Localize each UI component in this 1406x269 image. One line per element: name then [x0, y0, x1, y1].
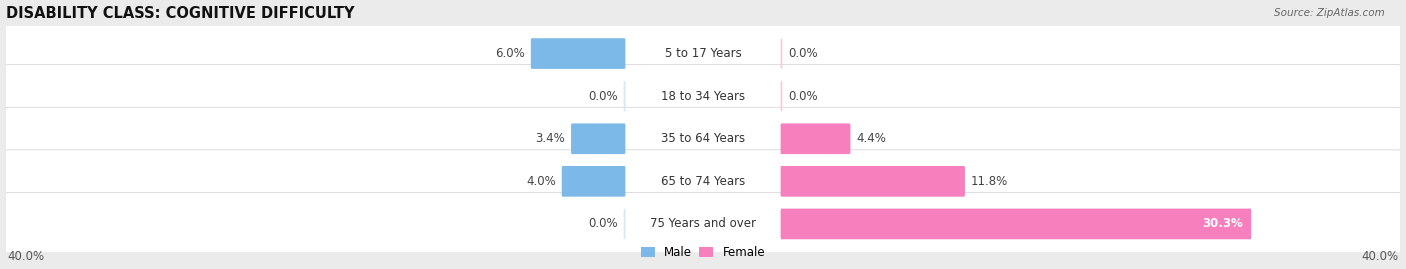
Text: 30.3%: 30.3%: [1202, 217, 1243, 231]
FancyBboxPatch shape: [4, 65, 1402, 128]
FancyBboxPatch shape: [780, 208, 1251, 239]
Text: 4.0%: 4.0%: [526, 175, 555, 188]
Text: 0.0%: 0.0%: [588, 217, 617, 231]
Text: 18 to 34 Years: 18 to 34 Years: [661, 90, 745, 103]
FancyBboxPatch shape: [624, 81, 626, 111]
FancyBboxPatch shape: [571, 123, 626, 154]
Text: 3.4%: 3.4%: [536, 132, 565, 145]
FancyBboxPatch shape: [780, 38, 782, 69]
FancyBboxPatch shape: [562, 166, 626, 197]
FancyBboxPatch shape: [780, 81, 782, 111]
Text: 5 to 17 Years: 5 to 17 Years: [665, 47, 741, 60]
Text: 6.0%: 6.0%: [495, 47, 524, 60]
FancyBboxPatch shape: [4, 192, 1402, 255]
Text: 0.0%: 0.0%: [789, 47, 818, 60]
FancyBboxPatch shape: [624, 208, 626, 239]
Text: 0.0%: 0.0%: [588, 90, 617, 103]
Text: 40.0%: 40.0%: [1361, 250, 1399, 263]
FancyBboxPatch shape: [780, 123, 851, 154]
FancyBboxPatch shape: [4, 107, 1402, 170]
Legend: Male, Female: Male, Female: [636, 241, 770, 264]
FancyBboxPatch shape: [4, 22, 1402, 85]
FancyBboxPatch shape: [780, 166, 965, 197]
Text: 11.8%: 11.8%: [972, 175, 1008, 188]
Text: Source: ZipAtlas.com: Source: ZipAtlas.com: [1274, 8, 1385, 18]
FancyBboxPatch shape: [4, 150, 1402, 213]
Text: 65 to 74 Years: 65 to 74 Years: [661, 175, 745, 188]
Text: 40.0%: 40.0%: [7, 250, 45, 263]
FancyBboxPatch shape: [531, 38, 626, 69]
Text: 0.0%: 0.0%: [789, 90, 818, 103]
Text: DISABILITY CLASS: COGNITIVE DIFFICULTY: DISABILITY CLASS: COGNITIVE DIFFICULTY: [6, 6, 354, 20]
Text: 35 to 64 Years: 35 to 64 Years: [661, 132, 745, 145]
Text: 4.4%: 4.4%: [856, 132, 886, 145]
Text: 75 Years and over: 75 Years and over: [650, 217, 756, 231]
